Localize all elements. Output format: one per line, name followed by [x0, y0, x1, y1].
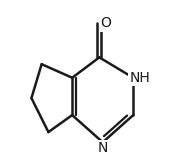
Text: O: O [101, 16, 112, 31]
Text: NH: NH [130, 71, 150, 85]
Text: N: N [98, 141, 108, 155]
